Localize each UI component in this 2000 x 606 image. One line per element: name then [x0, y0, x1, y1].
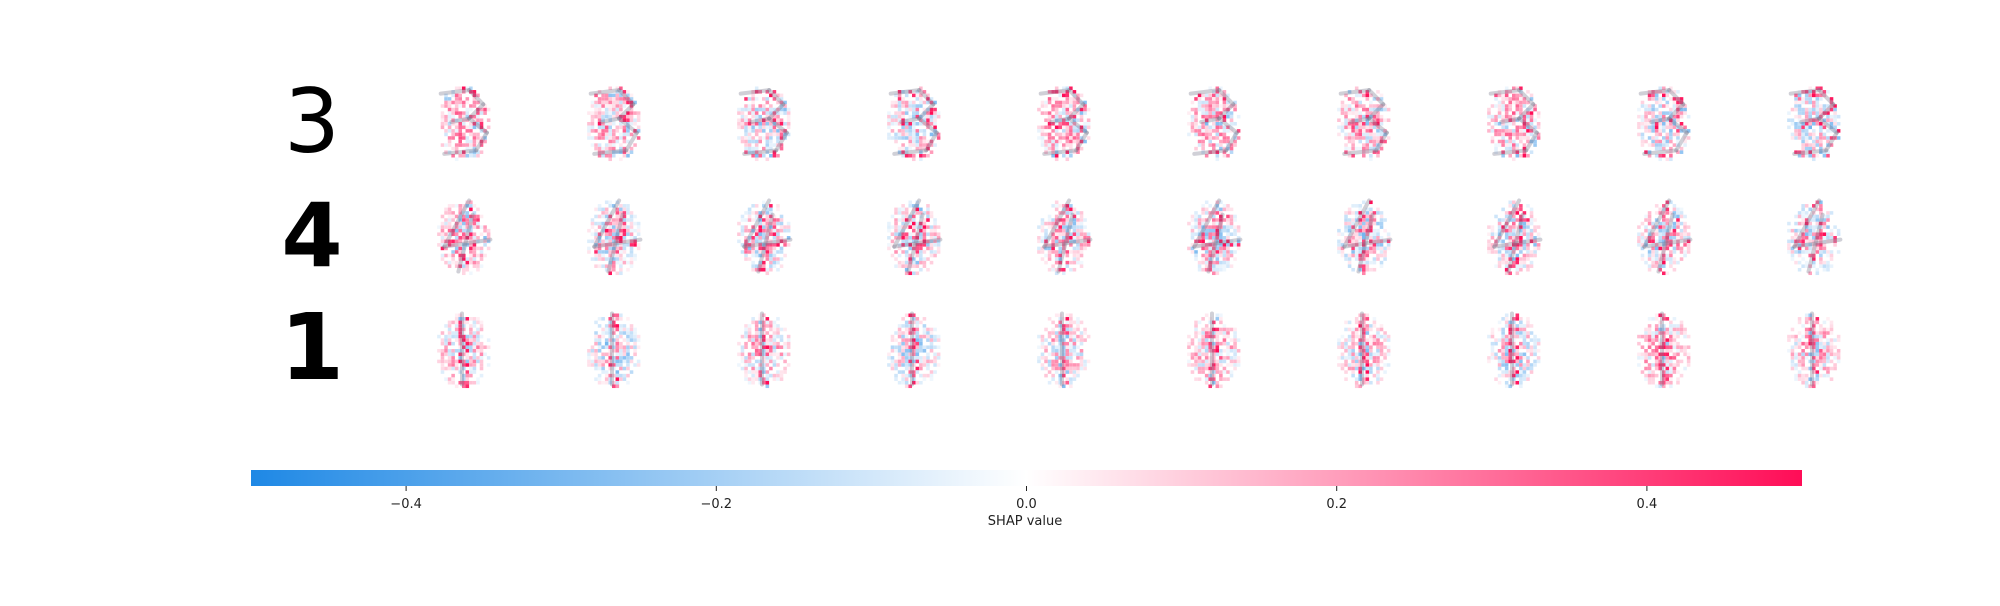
image-grid: 3 41	[280, 70, 1843, 401]
shap-heatmap	[1487, 86, 1541, 162]
shap-heatmap	[737, 86, 791, 162]
shap-heatmap	[437, 198, 493, 276]
shap-heatmap	[1337, 311, 1391, 389]
shap-heatmap	[587, 86, 641, 162]
original-digit-image: 1	[280, 294, 344, 401]
shap-heatmap	[1637, 86, 1691, 162]
shap-heatmap	[1787, 86, 1841, 162]
colorbar-tick-label: −0.4	[390, 497, 422, 512]
colorbar: −0.4 −0.2 0.0 0.2 0.4 SHAP value	[251, 470, 1802, 529]
image-row: 3	[284, 70, 1841, 173]
colorbar-tick-label: −0.2	[701, 497, 733, 512]
shap-heatmap	[587, 311, 641, 389]
shap-heatmap	[1787, 311, 1841, 389]
image-row: 1	[280, 294, 1841, 401]
shap-heatmap	[887, 198, 943, 276]
image-row: 4	[281, 184, 1843, 287]
original-digit-image: 3	[284, 70, 340, 173]
shap-heatmap	[1037, 311, 1091, 389]
colorbar-ticks: −0.4 −0.2 0.0 0.2 0.4	[390, 486, 1657, 512]
shap-heatmap	[1187, 198, 1243, 276]
colorbar-tick-label: 0.0	[1016, 497, 1037, 512]
shap-heatmap	[1487, 311, 1541, 389]
shap-heatmap	[1337, 198, 1393, 276]
shap-heatmap	[1187, 86, 1241, 162]
shap-heatmap	[737, 311, 791, 389]
shap-heatmap	[1337, 86, 1391, 162]
shap-heatmap	[1037, 86, 1091, 162]
shap-heatmap	[1187, 311, 1241, 389]
shap-heatmap	[887, 311, 941, 389]
shap-heatmap	[737, 198, 793, 276]
shap-heatmap	[1787, 198, 1843, 276]
shap-heatmap	[437, 311, 491, 389]
original-digit-image: 4	[281, 184, 342, 287]
shap-heatmap	[438, 86, 491, 162]
shap-heatmap	[1487, 198, 1543, 276]
colorbar-tick-label: 0.2	[1326, 497, 1347, 512]
shap-heatmap	[887, 86, 941, 162]
shap-heatmap	[1637, 311, 1691, 389]
shap-heatmap	[1637, 198, 1693, 276]
colorbar-label: SHAP value	[988, 514, 1062, 529]
shap-heatmap	[587, 198, 643, 276]
colorbar-tick-label: 0.4	[1637, 497, 1658, 512]
shap-heatmap	[1037, 198, 1093, 276]
colorbar-gradient	[251, 470, 1802, 486]
